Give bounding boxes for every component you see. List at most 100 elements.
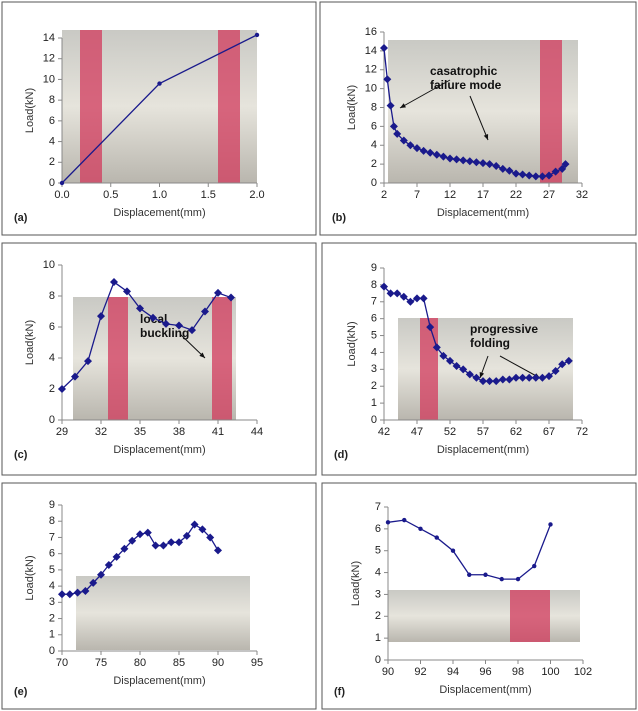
data-marker: [492, 377, 501, 386]
y-tick-label: 8: [49, 94, 55, 106]
panel-frame: [1, 482, 317, 710]
data-marker: [175, 538, 183, 547]
x-tick-label: 1.0: [152, 189, 167, 201]
panel-label: (e): [14, 686, 28, 698]
data-marker: [446, 356, 454, 365]
y-tick-label: 14: [43, 32, 55, 44]
x-tick-label: 12: [444, 189, 456, 201]
y-tick-label: 7: [371, 296, 377, 308]
data-marker: [81, 586, 90, 595]
data-marker: [413, 294, 421, 303]
data-marker: [418, 526, 423, 532]
data-marker: [518, 170, 527, 179]
data-marker: [561, 160, 570, 169]
y-tick-label: 2: [375, 610, 381, 622]
y-tick-label: 4: [371, 139, 377, 151]
x-tick-label: 17: [477, 189, 489, 201]
data-marker: [406, 141, 415, 150]
x-tick-label: 2.0: [249, 189, 264, 201]
data-marker: [525, 171, 534, 180]
y-tick-label: 9: [49, 499, 55, 511]
data-marker: [214, 546, 222, 555]
y-tick-label: 12: [43, 53, 55, 65]
x-tick-label: 0.5: [103, 189, 118, 201]
data-marker: [227, 293, 235, 302]
data-marker: [452, 155, 461, 164]
data-marker: [380, 44, 388, 53]
data-marker: [515, 576, 521, 582]
data-marker: [58, 385, 66, 393]
photo-stripe: [108, 297, 128, 420]
y-tick-label: 8: [371, 101, 377, 113]
data-marker: [71, 372, 79, 381]
data-marker: [512, 373, 520, 382]
photo-stripe: [218, 30, 240, 183]
y-tick-label: 4: [49, 580, 55, 592]
panel-frame: [319, 1, 637, 236]
data-marker: [182, 531, 191, 540]
x-tick-label: 92: [414, 666, 426, 678]
data-marker: [432, 150, 441, 159]
data-marker: [472, 158, 481, 167]
data-marker: [485, 377, 494, 386]
x-tick-label: 2: [381, 189, 387, 201]
data-marker: [558, 360, 567, 369]
y-tick-label: 6: [49, 321, 55, 333]
data-marker: [512, 169, 520, 178]
arrow-head: [483, 134, 489, 140]
data-marker: [386, 101, 395, 110]
data-marker: [505, 375, 514, 384]
panel-label: (c): [14, 449, 28, 461]
y-axis-title: Load(kN): [24, 320, 36, 365]
y-tick-label: 3: [49, 596, 55, 608]
data-marker: [393, 289, 402, 298]
y-tick-label: 2: [49, 383, 55, 395]
data-marker: [58, 590, 66, 599]
y-tick-label: 7: [375, 501, 381, 513]
panel-frame: [1, 1, 317, 236]
x-tick-label: 80: [134, 657, 146, 669]
y-tick-label: 4: [49, 135, 55, 147]
x-tick-label: 70: [56, 657, 68, 669]
arrow-head: [199, 352, 205, 358]
x-tick-label: 35: [134, 426, 146, 438]
y-tick-label: 7: [49, 531, 55, 543]
photo-stripe: [420, 318, 438, 420]
panel-frame: [321, 482, 637, 710]
y-tick-label: 16: [365, 26, 377, 38]
data-marker: [558, 164, 567, 173]
data-marker: [198, 525, 207, 534]
x-tick-label: 52: [444, 426, 456, 438]
annotation: casatrophic: [430, 64, 498, 78]
data-marker: [399, 136, 408, 145]
panel: 42 47 52 57 62 67 720123456789Displacement(mm)…: [321, 242, 637, 476]
data-marker: [385, 520, 391, 525]
data-marker: [467, 572, 472, 577]
y-tick-label: 6: [49, 115, 55, 127]
x-tick-label: 27: [543, 189, 555, 201]
x-tick-label: 98: [512, 666, 524, 678]
data-line: [387, 519, 552, 580]
panel-label: (f): [334, 686, 345, 698]
panel-label: (b): [332, 212, 346, 224]
data-marker: [426, 323, 435, 332]
data-marker: [110, 278, 118, 287]
y-tick-label: 2: [371, 158, 377, 170]
data-marker: [465, 157, 474, 166]
panel-frame: [321, 242, 637, 476]
data-marker: [162, 319, 170, 328]
y-tick-label: 9: [371, 262, 377, 274]
data-marker: [465, 370, 474, 379]
data-marker: [149, 313, 157, 322]
data-marker: [254, 32, 260, 38]
y-tick-label: 8: [49, 515, 55, 527]
photo-stripe: [510, 590, 550, 642]
x-tick-label: 47: [411, 426, 423, 438]
y-tick-label: 6: [49, 548, 55, 560]
panel-label: (d): [334, 449, 348, 461]
y-tick-label: 3: [371, 363, 377, 375]
data-marker: [402, 517, 407, 523]
data-marker: [84, 357, 92, 366]
data-marker: [545, 372, 553, 381]
data-marker: [89, 578, 98, 587]
